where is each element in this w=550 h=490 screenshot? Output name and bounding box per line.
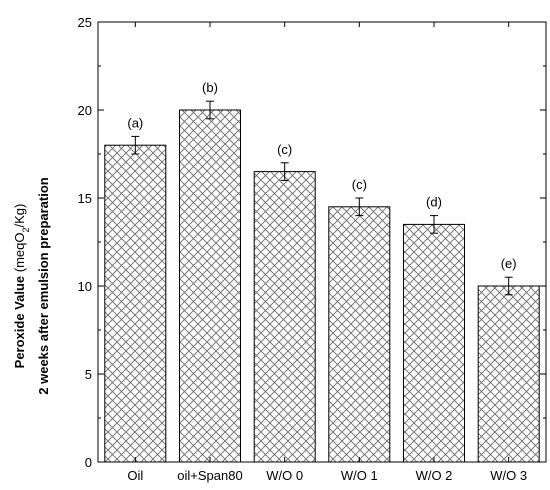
bar-0	[104, 144, 167, 463]
data-label-5: (e)	[501, 256, 517, 271]
x-tick-label-2: W/O 0	[266, 468, 303, 483]
x-tick-label-3: W/O 1	[341, 468, 378, 483]
y-axis-title: Peroxide Value (meqO2/Kg)	[12, 204, 31, 369]
error-bar-2	[280, 162, 289, 181]
x-tick-label-1: oil+Span80	[177, 468, 242, 483]
bar-5	[477, 285, 540, 463]
data-labels-layer: (a) (b) (c) (c) (d) (e)	[127, 80, 516, 271]
data-label-2: (c)	[277, 142, 292, 157]
x-tick-label-4: W/O 2	[416, 468, 453, 483]
bar-1	[179, 109, 241, 463]
error-bar-0	[131, 135, 140, 155]
y-axis-title-bold: Peroxide Value	[12, 276, 27, 369]
bars-layer	[104, 109, 540, 463]
data-label-0: (a)	[127, 115, 143, 130]
error-bar-1	[206, 100, 214, 120]
y-axis-title-unit-suffix: /Kg)	[12, 204, 27, 228]
y-tick-label-2: 10	[78, 279, 92, 294]
error-bar-5	[504, 276, 513, 296]
bar-2	[253, 171, 316, 463]
y-tick-label-5: 25	[78, 15, 92, 30]
y-axis-subtitle-text: 2 weeks after emulsion preparation	[36, 177, 51, 395]
x-tick-label-5: W/O 3	[490, 468, 527, 483]
bar-4	[403, 223, 465, 463]
y-axis-title-unit-prefix: (meqO	[12, 233, 27, 276]
data-label-4: (d)	[426, 195, 442, 210]
axes-layer: Oil oil+Span80 W/O 0 W/O 1 W/O 2 W/O 3 0 5 10 15 2…	[78, 15, 547, 483]
svg-text:Peroxide Value (meqO2/Kg): Peroxide Value (meqO2/Kg)	[12, 204, 31, 369]
x-tick-label-0: Oil	[127, 468, 143, 483]
y-tick-label-0: 0	[85, 455, 92, 470]
error-bar-3	[355, 197, 364, 217]
data-label-1: (b)	[202, 80, 218, 95]
error-bar-4	[430, 215, 438, 234]
bar-3	[328, 206, 391, 463]
y-axis-subtitle: 2 weeks after emulsion preparation	[36, 177, 51, 395]
y-tick-label-1: 5	[85, 367, 92, 382]
y-axis-title-unit-sub: 2	[21, 227, 31, 232]
error-bars-layer	[131, 100, 513, 296]
data-label-3: (c)	[352, 177, 367, 192]
y-tick-label-3: 15	[78, 191, 92, 206]
y-tick-label-4: 20	[78, 103, 92, 118]
